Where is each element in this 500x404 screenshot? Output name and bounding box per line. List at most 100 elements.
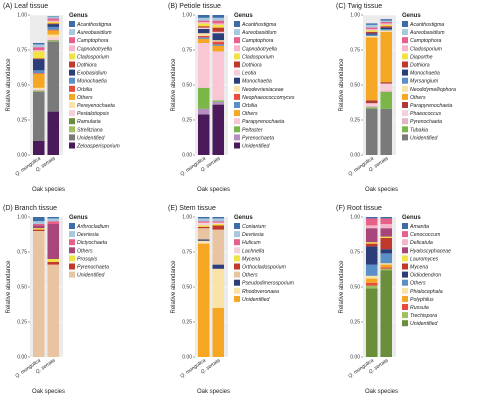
- bar-segment-orthocladosporium: [198, 226, 210, 229]
- bar-segment-orbilia: [212, 44, 224, 46]
- legend-swatch: [234, 118, 240, 125]
- bar-segment-hyaloscyphaceae: [380, 228, 392, 237]
- legend-label: Monochaetia: [410, 71, 440, 77]
- legend-label: Dictyochaeta: [77, 240, 107, 246]
- bar-segment-delicatula: [380, 224, 392, 229]
- legend-label: Unidentified: [242, 297, 271, 303]
- legend-label: Aureobasidium: [76, 30, 112, 36]
- bar-segment-neodevriesiaceae: [198, 33, 210, 36]
- bar-segment-monochaetia: [366, 33, 378, 35]
- legend-label: Lachnella: [242, 248, 264, 254]
- bar-segment-unidentified: [33, 92, 45, 141]
- legend-label: Phaeococcus: [410, 111, 442, 117]
- legend-label: Devriesia: [242, 232, 264, 238]
- bar-segment-parapyrenochaeta: [198, 43, 210, 88]
- y-tick-label: 1.00: [17, 215, 27, 221]
- legend-label: Exobasidium: [77, 71, 107, 77]
- bar-segment-diaporthe: [380, 24, 392, 27]
- bar-segment-neophaeococcomyces: [212, 41, 224, 45]
- bar-segment-dothiora: [380, 26, 392, 28]
- bar-segment-myrsangium: [380, 29, 392, 31]
- bar-segment-polyphilus: [380, 264, 392, 268]
- bar-segment-dothiora: [47, 23, 59, 25]
- legend-swatch: [234, 126, 240, 133]
- y-tick-label: 1.00: [182, 13, 192, 19]
- legend-label: Diaporthe: [410, 54, 433, 60]
- legend-swatch: [234, 134, 240, 141]
- bar-segment-hulicum: [212, 221, 224, 223]
- legend-swatch: [234, 271, 240, 278]
- bar-segment-acanthostigma: [212, 15, 224, 18]
- bar-segment-others: [380, 253, 392, 264]
- legend-swatch: [234, 37, 240, 44]
- legend-label: Orbilia: [77, 87, 92, 93]
- bar-segment-monochaetia: [198, 29, 210, 34]
- bar-segment-aureobasidium: [198, 17, 210, 21]
- legend-title: Genus: [402, 13, 421, 19]
- panel-2: (C) Twig tissue 0.00 0.25 0.50 0.75 1.00 Relat…: [336, 3, 456, 193]
- legend-swatch: [69, 263, 75, 270]
- legend-label: Leotia: [242, 71, 256, 77]
- legend-label: Prosopis: [77, 256, 98, 262]
- bar-segment-acanthostigma: [47, 16, 59, 18]
- y-tick-label: 0.00: [17, 355, 27, 361]
- bar-segment-unidentified: [198, 243, 210, 357]
- legend-label: Tubakia: [410, 127, 428, 133]
- legend-swatch: [234, 53, 240, 60]
- legend-label: Coniarium: [242, 224, 266, 230]
- bar-segment-camptophora: [47, 18, 59, 21]
- bar-segment-arthrocladium: [33, 217, 45, 222]
- y-axis-label: Relative abundance: [171, 260, 177, 314]
- bar-segment-oidiodendron: [380, 249, 392, 254]
- bar-segment-unidentified: [33, 231, 45, 357]
- legend-swatch: [234, 110, 240, 117]
- bar-segment-cladosporium: [366, 29, 378, 31]
- bar-segment-strelitziana: [47, 40, 59, 42]
- bar-segment-others: [212, 229, 224, 265]
- x-axis-label: Oak species: [365, 389, 398, 395]
- legend-swatch: [402, 118, 408, 125]
- bar-segment-russula: [380, 267, 392, 269]
- bar-segment-camptophora: [33, 47, 45, 50]
- legend-swatch: [402, 263, 408, 270]
- bar-segment-strelitziana: [33, 91, 45, 92]
- bar-segment-hulicum: [198, 221, 210, 223]
- bar-segment-phaeococcus: [366, 103, 378, 106]
- legend-label: Acanthostigma: [409, 22, 444, 28]
- legend-label: Others: [242, 111, 258, 117]
- y-tick-label: 0.75: [350, 48, 360, 54]
- bar-segment-capnobotryella: [47, 20, 59, 22]
- legend-label: Acanthostigma: [76, 22, 111, 28]
- legend-label: Pyrenochaeta: [410, 119, 442, 125]
- bar-segment-rhodoveronaea: [212, 268, 224, 308]
- legend-label: Parapyrenochaeta: [242, 119, 285, 125]
- legend-swatch: [69, 29, 75, 36]
- legend-label: Pyrenochaeta: [77, 265, 109, 271]
- panel-title: (C) Twig tissue: [336, 3, 382, 10]
- bar-segment-others: [212, 45, 224, 52]
- bar-segment-prosopis: [33, 228, 45, 230]
- y-axis-label: Relative abundance: [6, 260, 12, 314]
- bar-segment-devriesia: [33, 221, 45, 224]
- legend-label: Zeloasperisporium: [76, 144, 120, 150]
- bar-segment-dothiora: [212, 27, 224, 32]
- bar-segment-zeloasperisporium: [47, 111, 59, 155]
- bar-segment-pereyenochaeta: [33, 87, 45, 90]
- legend-label: Others: [77, 95, 93, 101]
- y-tick-label: 0.75: [182, 250, 192, 256]
- bar-segment-mycena: [198, 225, 210, 227]
- y-tick-label: 0.00: [350, 355, 360, 361]
- legend-label: Others: [242, 273, 258, 279]
- bar-segment-pestalotiopsis: [33, 89, 45, 91]
- bar-segment-peltaster: [212, 100, 224, 102]
- bar-segment-rhodoveronaea: [198, 240, 210, 244]
- legend-label: Trechispora: [410, 313, 437, 319]
- y-tick-label: 0.25: [350, 118, 360, 124]
- legend-label: Pyrenochaeta: [242, 135, 274, 141]
- legend-swatch: [234, 263, 240, 270]
- legend-swatch: [402, 102, 408, 108]
- x-axis-label: Oak species: [365, 187, 398, 193]
- bar-segment-prosopis: [47, 259, 59, 262]
- bar-segment-camptophora: [380, 22, 392, 24]
